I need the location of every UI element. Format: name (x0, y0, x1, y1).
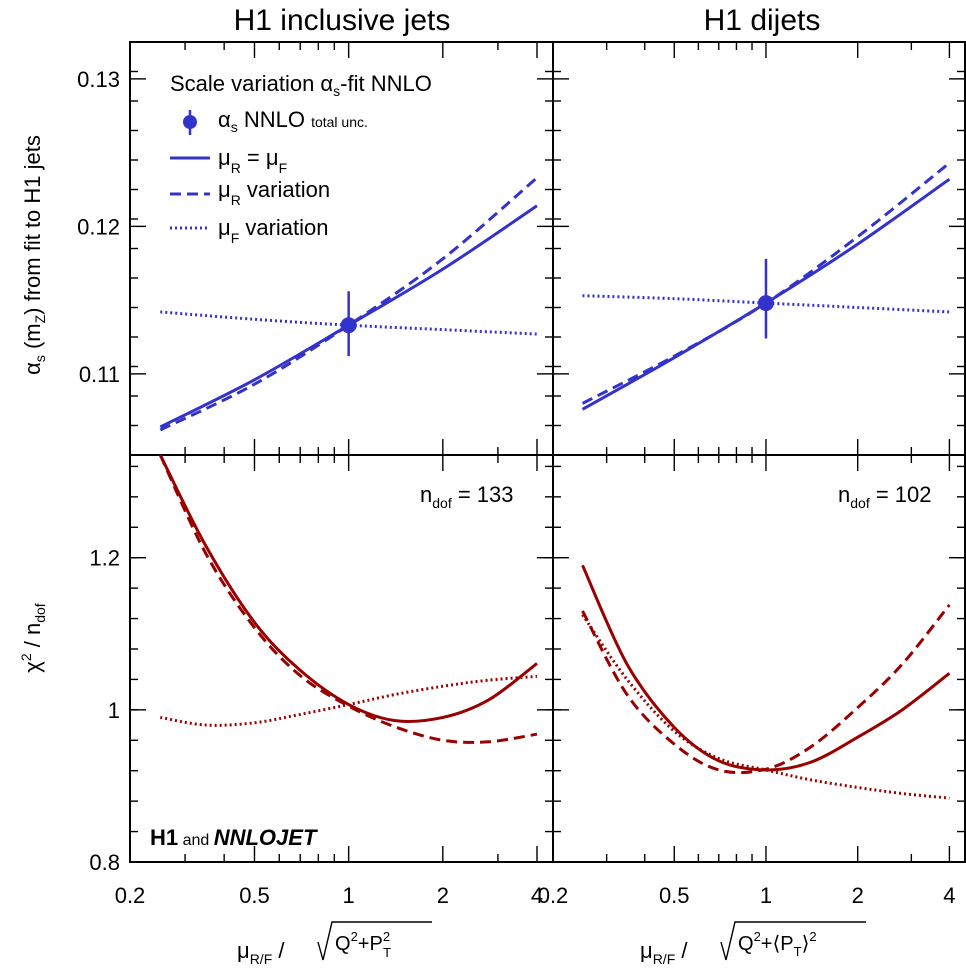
y-axis-label-alpha-s: αs (mZ) from fit to H1 jets (20, 135, 48, 375)
svg-text:χ2 / ndof: χ2 / ndof (18, 603, 48, 673)
svg-text:μR/F /: μR/F / (237, 938, 285, 967)
svg-text:μR = μF: μR = μF (218, 145, 287, 176)
x-tick-label: 0.5 (659, 883, 690, 908)
x-tick-label: 2 (437, 883, 449, 908)
svg-text:μR/F /: μR/F / (640, 938, 688, 967)
data-point (340, 317, 357, 334)
series-line-dashed (158, 454, 538, 744)
legend-item-alpha-s-point: αs NNLO total unc. (183, 107, 368, 135)
legend: Scale variation αs-fit NNLO αs NNLO tota… (170, 71, 432, 246)
series-line-dotted (582, 294, 950, 314)
y-axis-label-chi2: χ2 / ndof (18, 603, 48, 673)
y-tick-label: 0.12 (77, 214, 120, 239)
x-axis-label-dijets: μR/F / Q2+⟨PT⟩2 (640, 921, 866, 967)
x-tick-label: 1 (343, 883, 355, 908)
legend-item-solid: μR = μF (170, 145, 287, 176)
x-tick-label: 0.2 (538, 883, 569, 908)
x-tick-label: 4 (531, 883, 543, 908)
title-dijets: H1 dijets (704, 4, 821, 37)
data-point (757, 295, 774, 312)
svg-text:μR variation: μR variation (218, 177, 330, 208)
x-tick-label: 0.5 (239, 883, 270, 908)
series-line-dashed (581, 603, 951, 775)
h1-nnlojet-logo: H1 and NNLOJET (150, 825, 318, 850)
legend-item-dashed: μR variation (170, 177, 330, 208)
series-line-dotted (160, 674, 538, 727)
y-tick-label: 1 (108, 698, 120, 723)
y-tick-label: 0.8 (89, 850, 120, 875)
x-axis-label-inclusive: μR/F / Q2+P2 T (237, 921, 432, 967)
y-tick-label: 0.13 (77, 67, 120, 92)
svg-text:αs (mZ) from fit to H1 jets: αs (mZ) from fit to H1 jets (20, 135, 48, 375)
y-tick-label: 0.11 (79, 362, 120, 387)
title-inclusive-jets: H1 inclusive jets (234, 4, 451, 37)
x-tick-label: 1 (760, 883, 772, 908)
legend-title: Scale variation αs-fit NNLO (170, 71, 432, 99)
x-tick-label: 2 (852, 883, 864, 908)
svg-text:μF variation: μF variation (218, 215, 329, 246)
svg-text:αs NNLO total unc.: αs NNLO total unc. (218, 107, 368, 135)
ndof-dijets: ndof = 102 (838, 482, 932, 511)
ndof-inclusive: ndof = 133 (420, 482, 514, 511)
svg-text:Q2+P2T: Q2+P2 T (335, 929, 391, 960)
series-line-solid (158, 454, 538, 723)
series-line-dashed (159, 176, 538, 432)
series-line-solid (581, 564, 951, 772)
x-tick-label: 4 (943, 883, 955, 908)
x-tick-label: 0.2 (115, 883, 146, 908)
y-tick-label: 1.2 (89, 546, 120, 571)
legend-item-dotted: μF variation (170, 215, 329, 246)
svg-text:Q2+⟨PT⟩2: Q2+⟨PT⟩2 (738, 929, 817, 959)
